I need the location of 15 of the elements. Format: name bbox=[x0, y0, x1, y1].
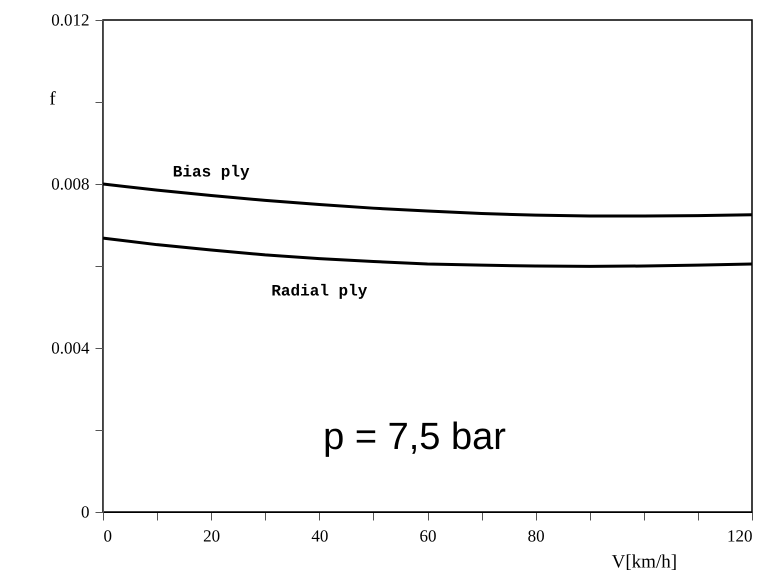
y-tick-label: 0.012 bbox=[51, 10, 90, 30]
x-tick-label: 120 bbox=[727, 526, 752, 546]
x-tick-label: 40 bbox=[311, 526, 328, 546]
x-tick-label: 80 bbox=[528, 526, 545, 546]
y-tick-label: 0 bbox=[81, 502, 90, 522]
series-label: Bias ply bbox=[172, 163, 250, 182]
annotation: p = 7,5 bar bbox=[323, 416, 506, 458]
x-tick-label: 20 bbox=[203, 526, 220, 546]
series-label: Radial ply bbox=[271, 282, 368, 301]
x-tick-label: 60 bbox=[420, 526, 436, 546]
x-axis-title: V[km/h] bbox=[612, 552, 678, 572]
y-tick-label: 0.004 bbox=[51, 338, 90, 358]
y-tick-label: 0.008 bbox=[51, 174, 90, 194]
y-axis-title: f bbox=[49, 88, 56, 110]
x-tick-label: 0 bbox=[104, 526, 112, 546]
